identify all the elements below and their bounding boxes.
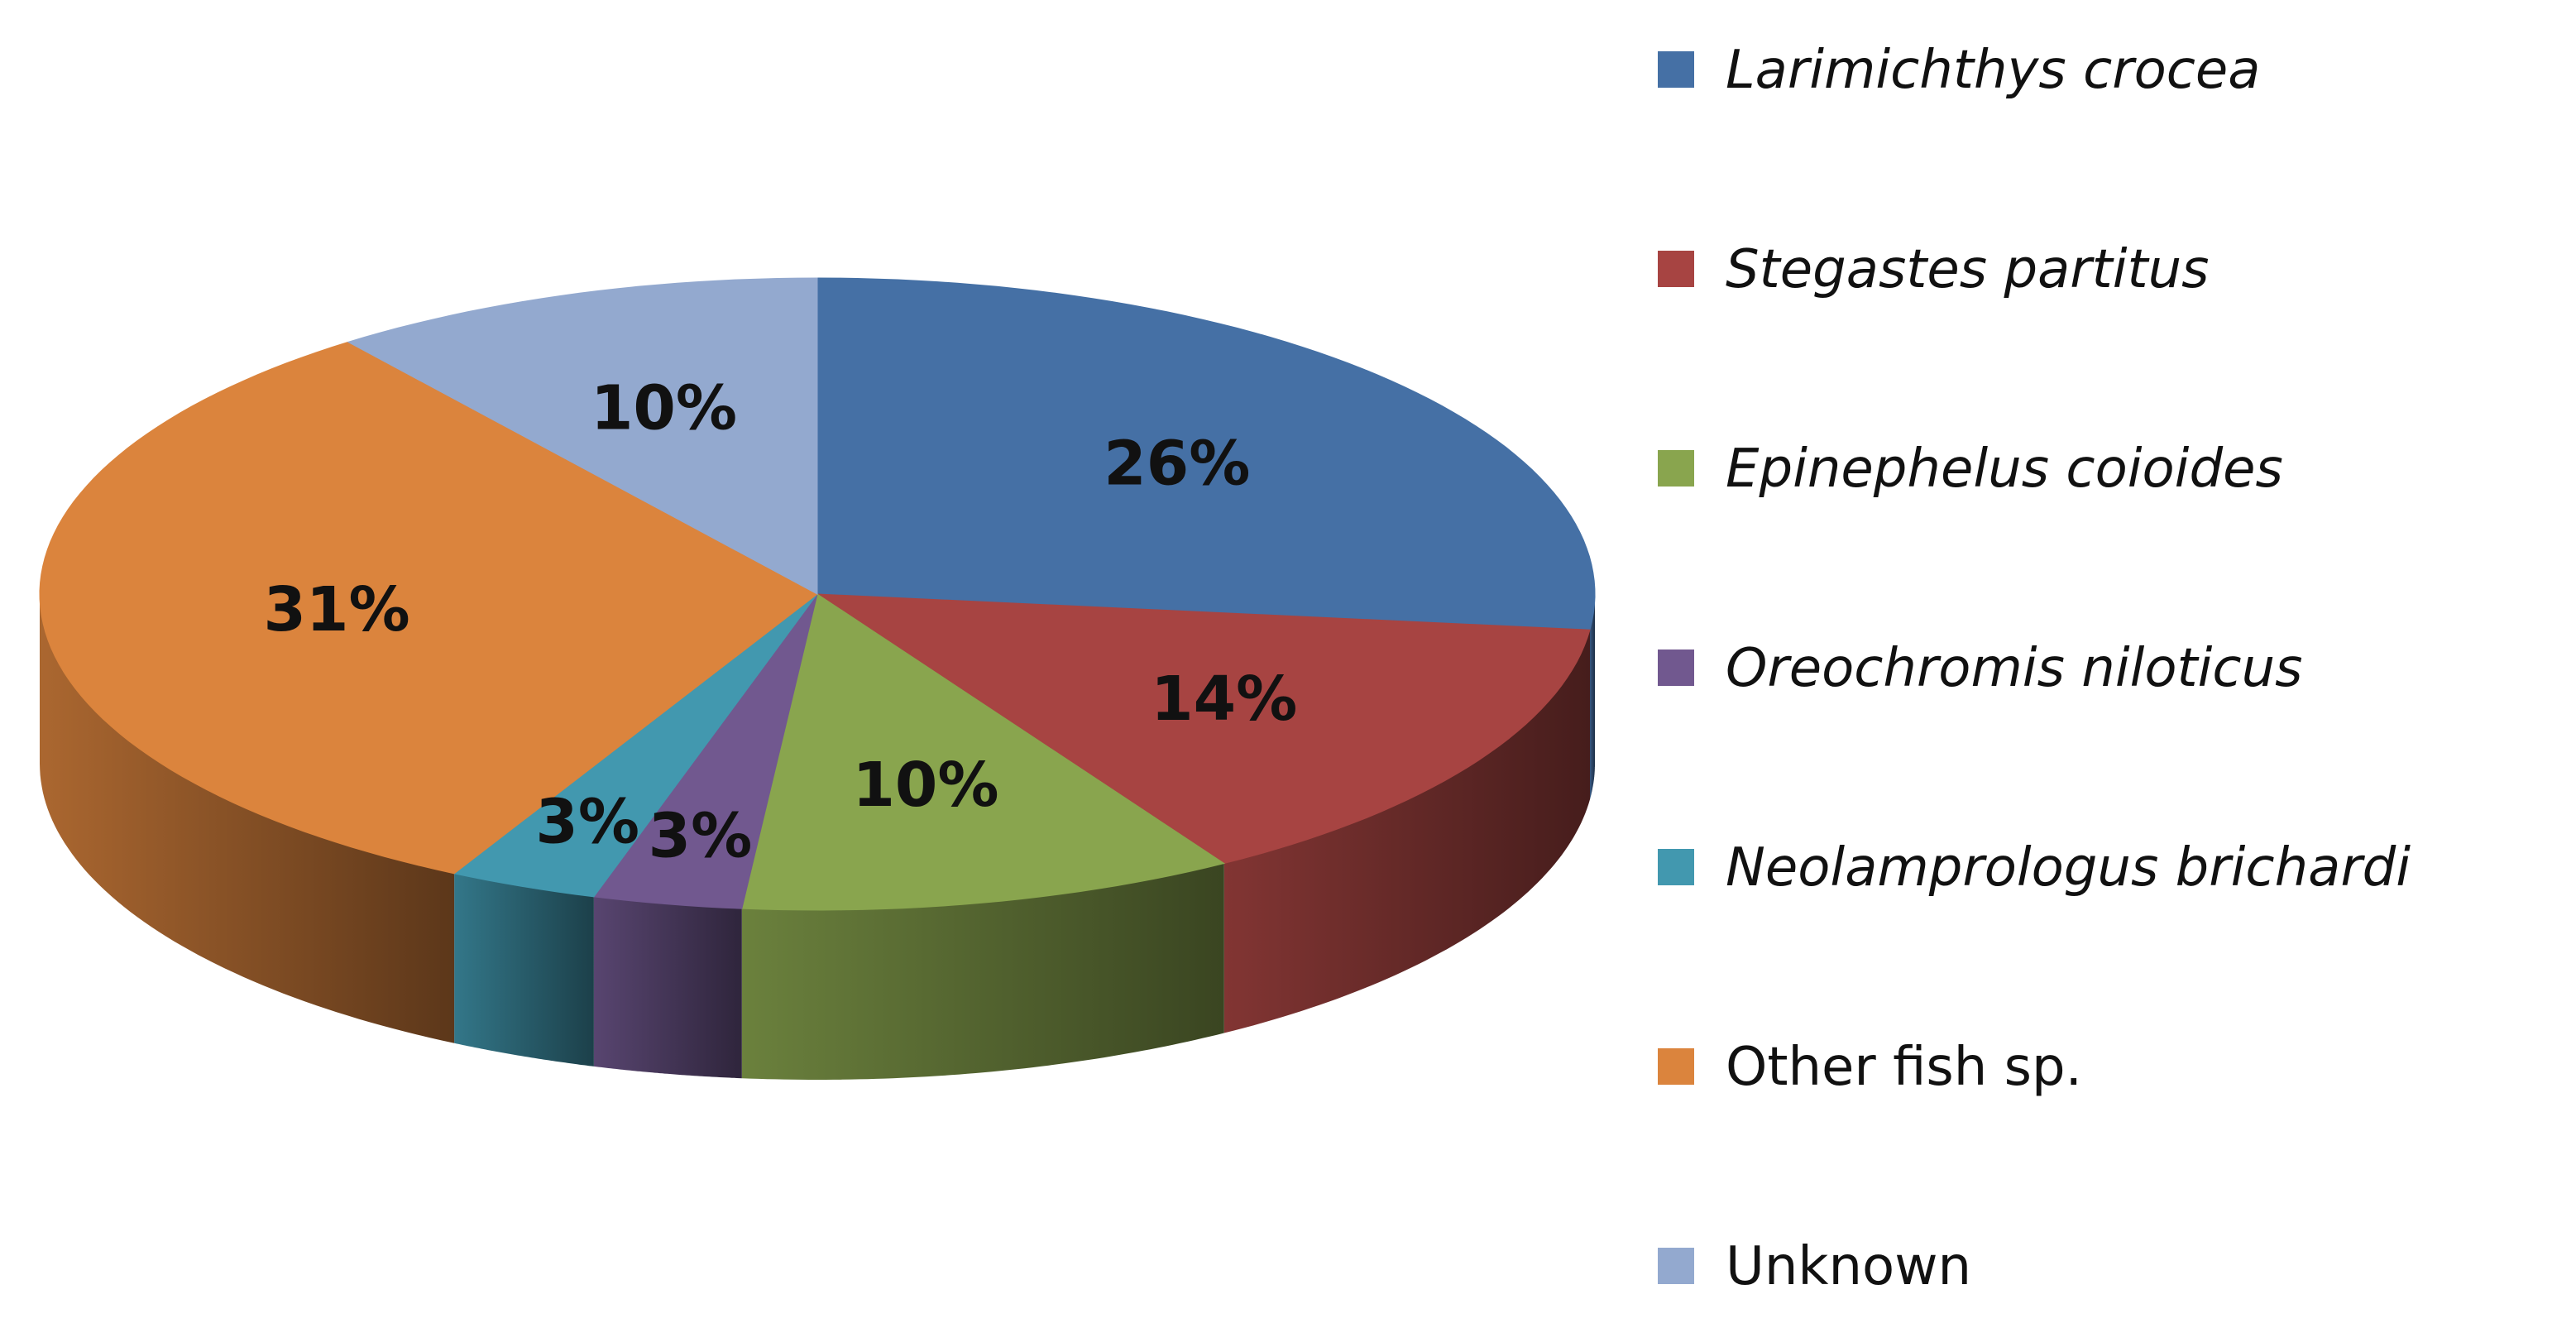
- data-label-stegastes-partitus: 14%: [1151, 664, 1297, 735]
- pie-side-neolamprologus-brichardi: [454, 873, 594, 1067]
- legend-swatch: [1658, 849, 1694, 885]
- legend-label: Unknown: [1726, 1236, 1971, 1297]
- data-label-larimichthys-crocea: 26%: [1104, 428, 1250, 499]
- pie-slice-oreochromis-niloticus: [592, 593, 818, 909]
- legend-swatch: [1658, 650, 1694, 686]
- data-label-neolamprologus-brichardi: 3%: [535, 787, 639, 858]
- pie-side-stegastes-partitus: [1223, 630, 1590, 1033]
- pie-side-other-fish-sp: [40, 594, 455, 1043]
- pie-side-epinephelus-coioides: [741, 863, 1224, 1080]
- legend-swatch: [1658, 1048, 1694, 1085]
- legend-swatch: [1658, 51, 1694, 88]
- legend-label: Oreochromis niloticus: [1726, 638, 2303, 699]
- data-label-oreochromis-niloticus: 3%: [649, 800, 753, 871]
- legend-item-epinephelus-coioides: Epinephelus coioides: [1658, 439, 2283, 500]
- legend-item-larimichthys-crocea: Larimichthys crocea: [1658, 40, 2261, 101]
- pie-slice-stegastes-partitus: [816, 593, 1591, 865]
- legend-item-neolamprologus-brichardi: Neolamprologus brichardi: [1658, 837, 2411, 899]
- legend-swatch: [1658, 450, 1694, 487]
- legend-label: Other fish sp.: [1726, 1037, 2082, 1098]
- legend-swatch: [1658, 1248, 1694, 1284]
- data-label-epinephelus-coioides: 10%: [852, 750, 998, 821]
- data-label-other-fish-sp: 31%: [264, 574, 410, 645]
- pie-slice-unknown: [347, 277, 818, 595]
- pie-slice-neolamprologus-brichardi: [452, 593, 818, 898]
- pie-side-oreochromis-niloticus: [593, 896, 742, 1079]
- pie-data-labels: 26% 14% 10% 3%3% 31% 10%: [264, 373, 1298, 872]
- legend-label: Neolamprologus brichardi: [1726, 837, 2411, 899]
- legend-item-oreochromis-niloticus: Oreochromis niloticus: [1658, 638, 2303, 699]
- pie-slice-other-fish-sp: [39, 341, 818, 875]
- legend-swatch: [1658, 251, 1694, 287]
- legend-item-stegastes-partitus: Stegastes partitus: [1658, 239, 2209, 300]
- legend-item-other-fish-sp: Other fish sp.: [1658, 1037, 2082, 1098]
- legend-label: Larimichthys crocea: [1726, 40, 2261, 101]
- data-label-unknown: 10%: [591, 373, 737, 444]
- legend-label: Epinephelus coioides: [1726, 439, 2283, 500]
- pie-slice-larimichthys-crocea: [816, 277, 1596, 630]
- pie-top-faces: [39, 277, 1596, 911]
- legend: Larimichthys crocea Stegastes partitus Epi…: [1658, 40, 2411, 1297]
- legend-label: Stegastes partitus: [1726, 239, 2209, 300]
- pie-side-larimichthys-crocea: [1590, 594, 1595, 800]
- pie-side-walls: [40, 594, 1595, 1080]
- pie-slice-epinephelus-coioides: [741, 593, 1226, 911]
- legend-item-unknown: Unknown: [1658, 1236, 1971, 1297]
